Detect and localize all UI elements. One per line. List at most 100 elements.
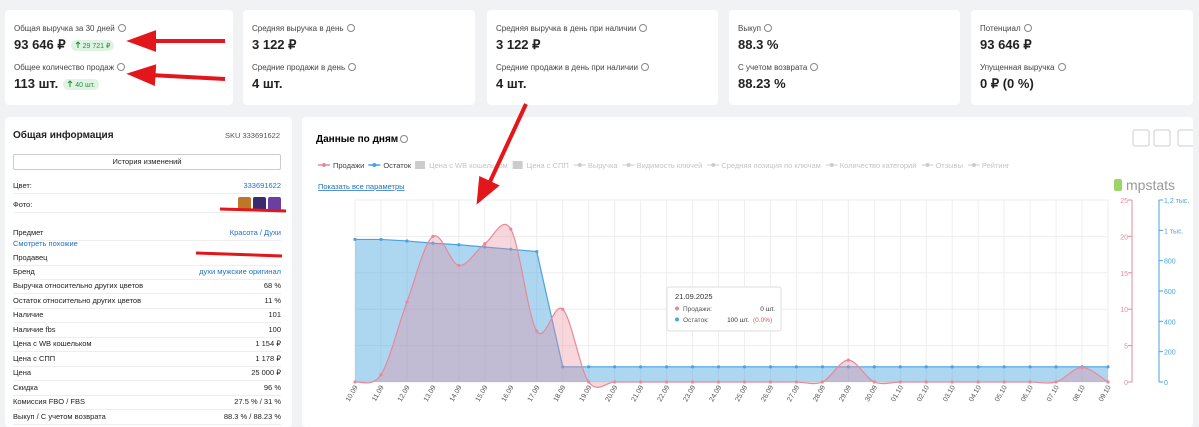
x-tick-label: 22.09 — [656, 384, 671, 403]
legend-dot — [322, 163, 326, 167]
info-row: Комиссия FBO / FBS 27.5 % / 31 % — [13, 396, 281, 410]
point — [457, 243, 461, 247]
row-value: 1 178 ₽ — [255, 354, 281, 363]
legend-square — [512, 161, 523, 169]
sku[interactable]: SKU 333691622 — [224, 131, 280, 140]
hide-button[interactable] — [1177, 129, 1193, 147]
metric-label: Средние продажи в день при наличии — [496, 63, 649, 72]
x-tick-label: 03.10 — [942, 384, 957, 403]
row-label: Цена с WB кошельком — [13, 339, 92, 348]
legend-label[interactable]: Остаток — [383, 161, 411, 170]
row-value: 88.3 % / 88.23 % — [223, 412, 281, 421]
legend-dot — [829, 163, 834, 167]
row-label: Наличие fbs — [13, 325, 56, 334]
legend-dot — [626, 163, 631, 167]
metric-value: 3 122 ₽ — [496, 37, 541, 52]
x-tick-label: 13.09 — [423, 384, 438, 403]
x-tick-label: 28.09 — [812, 384, 827, 403]
row-label: Комиссия FBO / FBS — [13, 397, 85, 406]
point — [898, 365, 902, 369]
y2-tick-label: 600 — [1164, 289, 1176, 296]
photo-thumb — [238, 197, 251, 211]
x-tick-label: 14.09 — [449, 384, 464, 403]
point — [690, 365, 695, 369]
metric-label: Средняя выручка в день при наличии — [496, 24, 648, 33]
row-value: 68 % — [263, 281, 281, 290]
point — [561, 365, 565, 369]
change-badge: 40 шт. — [63, 79, 99, 90]
metric-card: Выкуп 88.3 % С учетом возврата 88.23 % — [729, 10, 960, 105]
point — [1002, 365, 1006, 369]
line — [355, 238, 1108, 368]
x-tick-label: 25.09 — [734, 384, 749, 403]
x-tick-label: 17.09 — [527, 384, 542, 403]
point — [716, 365, 721, 369]
row-label: Предмет — [13, 228, 44, 237]
row-label: Скидка — [13, 383, 38, 392]
y-tick-label: 20 — [1120, 234, 1128, 241]
legend-label[interactable]: Средняя позиция по ключам — [721, 161, 820, 170]
info-row: Фото: — [13, 197, 281, 213]
legend-label[interactable]: Цена с СПП — [527, 161, 569, 170]
point — [587, 365, 591, 369]
legend-square — [415, 161, 426, 169]
row-value: 96 % — [263, 383, 281, 392]
x-tick-label: 10.09 — [345, 384, 360, 403]
point — [1106, 365, 1110, 369]
metric-card: Общая выручка за 30 дней 93 646 ₽ 29 721 ₽… — [5, 10, 233, 105]
legend-label[interactable]: Рейтинг — [982, 161, 1010, 170]
row-value: 11 % — [264, 296, 281, 305]
point — [353, 380, 357, 384]
row-value: 25 000 ₽ — [251, 368, 281, 377]
y-tick-label: 15 — [1120, 271, 1128, 278]
metric-value: 4 шт. — [496, 76, 527, 91]
legend-label[interactable]: Цена с WB кошельком — [429, 161, 508, 170]
metric-label: Потенциал — [980, 24, 1032, 33]
row-value: 333691622 — [243, 181, 281, 190]
info-row: Остаток относительно других цветов 11 % — [13, 295, 281, 309]
history-button[interactable]: История изменений — [13, 154, 281, 170]
point — [664, 365, 669, 369]
info-row: Смотреть похожие — [13, 238, 281, 251]
pin-button[interactable] — [1132, 129, 1150, 147]
tooltip-box — [666, 286, 782, 332]
legend-label[interactable]: Выручка — [588, 161, 619, 170]
row-label: Продавец — [13, 253, 48, 262]
area — [355, 239, 1108, 382]
info-icon — [1057, 63, 1066, 71]
legend-label[interactable]: Отзывы — [935, 161, 962, 170]
info-row: Цена 25 000 ₽ — [13, 367, 281, 381]
x-tick-label: 12.09 — [397, 384, 412, 403]
point — [431, 234, 435, 238]
legend-label[interactable]: Количество категорий — [840, 161, 917, 170]
x-tick-label: 20.09 — [605, 384, 620, 403]
tooltip-value: 100 шт. — [727, 317, 749, 324]
info-title: Общая информация — [13, 130, 114, 141]
info-icon — [400, 135, 408, 143]
y2-tick-label: 800 — [1164, 259, 1176, 266]
point — [509, 247, 513, 251]
point — [483, 242, 487, 246]
page: Общая выручка за 30 дней 93 646 ₽ 29 721 ₽… — [5, 10, 1193, 427]
point — [742, 380, 747, 384]
tooltip-dot — [675, 317, 679, 322]
metric-label: Средняя выручка в день — [252, 24, 355, 33]
point — [872, 365, 876, 369]
x-tick-label: 29.09 — [838, 384, 853, 403]
x-tick-label: 27.09 — [786, 384, 801, 403]
row-value: 1 154 ₽ — [255, 339, 281, 348]
y2-tick-label: 0 — [1164, 380, 1168, 387]
row-value: духи мужские оригинал — [199, 267, 281, 276]
x-tick-label: 09.10 — [1098, 384, 1113, 403]
legend-label[interactable]: Продажи — [333, 161, 364, 170]
chart: Данные по дням Показать все параметры mpst… — [316, 129, 1193, 403]
list-button[interactable] — [1153, 129, 1171, 147]
point — [690, 380, 695, 384]
metric-value: 4 шт. — [252, 76, 283, 91]
legend-label[interactable]: Видимость ключей — [637, 161, 703, 170]
info-row: Бренд духи мужские оригинал — [13, 266, 281, 280]
info-icon — [640, 63, 649, 71]
metric-value: 88.23 % — [738, 76, 786, 91]
x-tick-label: 16.09 — [501, 384, 516, 403]
point — [664, 380, 669, 384]
